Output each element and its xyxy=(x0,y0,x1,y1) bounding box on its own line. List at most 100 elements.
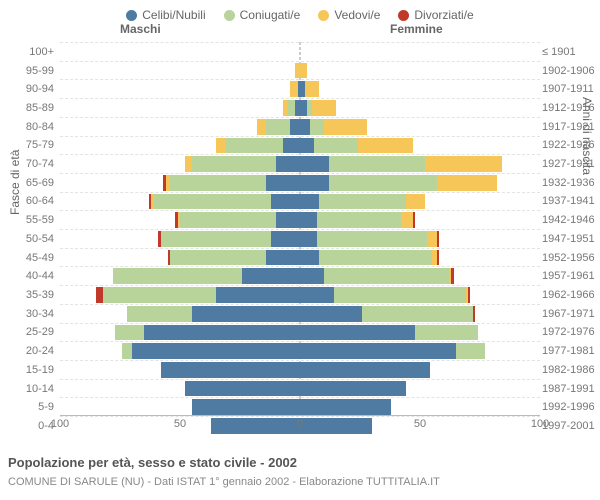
female-bar xyxy=(300,100,336,116)
segment-vedovi xyxy=(185,156,192,172)
age-row: 15-191982-1986 xyxy=(60,360,540,379)
age-label: 55-59 xyxy=(10,214,54,226)
segment-vedovi xyxy=(425,156,502,172)
segment-celibi xyxy=(132,343,300,359)
segment-celibi xyxy=(192,306,300,322)
segment-vedovi xyxy=(216,138,226,154)
age-row: 60-641937-1941 xyxy=(60,192,540,211)
segment-coniugati xyxy=(180,212,276,228)
segment-coniugati xyxy=(170,250,266,266)
female-bar xyxy=(300,268,454,284)
segment-vedovi xyxy=(300,63,307,79)
x-tick: 100 xyxy=(51,418,69,430)
segment-coniugati xyxy=(329,175,437,191)
female-bar xyxy=(300,194,425,210)
segment-coniugati xyxy=(122,343,132,359)
segment-celibi xyxy=(300,399,391,415)
age-label: 45-49 xyxy=(10,252,54,264)
segment-vedovi xyxy=(358,138,413,154)
age-row: 45-491952-1956 xyxy=(60,248,540,267)
legend-swatch xyxy=(318,10,329,21)
legend-item: Divorziati/e xyxy=(398,8,473,22)
legend-label: Divorziati/e xyxy=(414,8,473,22)
age-label: 40-44 xyxy=(10,270,54,282)
age-label: 70-74 xyxy=(10,158,54,170)
female-bar xyxy=(300,250,439,266)
segment-celibi xyxy=(300,119,310,135)
male-bar xyxy=(290,81,300,97)
year-label: 1987-1991 xyxy=(542,383,598,395)
age-label: 60-64 xyxy=(10,195,54,207)
age-label: 95-99 xyxy=(10,65,54,77)
age-row: 70-741927-1931 xyxy=(60,154,540,173)
male-bar xyxy=(175,212,300,228)
male-header: Maschi xyxy=(120,22,161,36)
segment-celibi xyxy=(266,175,300,191)
male-bar xyxy=(185,156,300,172)
age-row: 50-541947-1951 xyxy=(60,229,540,248)
segment-coniugati xyxy=(115,325,144,341)
segment-coniugati xyxy=(154,194,272,210)
male-bar xyxy=(149,194,300,210)
segment-celibi xyxy=(192,399,300,415)
segment-coniugati xyxy=(329,156,425,172)
chart-title: Popolazione per età, sesso e stato civil… xyxy=(8,455,297,470)
female-bar xyxy=(300,399,391,415)
age-row: 25-291972-1976 xyxy=(60,323,540,342)
segment-celibi xyxy=(271,194,300,210)
year-label: 1972-1976 xyxy=(542,326,598,338)
column-headers: Maschi Femmine xyxy=(0,22,600,40)
year-label: 1927-1931 xyxy=(542,158,598,170)
segment-vedovi xyxy=(427,231,437,247)
segment-celibi xyxy=(271,231,300,247)
segment-celibi xyxy=(300,250,319,266)
year-label: 1947-1951 xyxy=(542,233,598,245)
male-bar xyxy=(122,343,300,359)
legend-swatch xyxy=(126,10,137,21)
age-label: 15-19 xyxy=(10,364,54,376)
segment-celibi xyxy=(300,156,329,172)
year-label: 1942-1946 xyxy=(542,214,598,226)
age-row: 75-791922-1926 xyxy=(60,136,540,155)
age-row: 65-691932-1936 xyxy=(60,173,540,192)
segment-coniugati xyxy=(310,119,324,135)
legend-swatch xyxy=(398,10,409,21)
segment-celibi xyxy=(300,138,314,154)
female-bar xyxy=(300,63,307,79)
year-label: 1992-1996 xyxy=(542,401,598,413)
age-label: 75-79 xyxy=(10,139,54,151)
age-row: 40-441957-1961 xyxy=(60,266,540,285)
segment-celibi xyxy=(300,287,334,303)
plot-area: 100+≤ 190195-991902-190690-941907-191185… xyxy=(60,42,540,414)
male-bar xyxy=(257,119,300,135)
age-label: 100+ xyxy=(10,46,54,58)
segment-vedovi xyxy=(401,212,413,228)
segment-coniugati xyxy=(317,231,427,247)
male-bar xyxy=(96,287,300,303)
age-row: 90-941907-1911 xyxy=(60,79,540,98)
age-row: 30-341967-1971 xyxy=(60,304,540,323)
female-bar xyxy=(300,287,470,303)
age-label: 25-29 xyxy=(10,326,54,338)
year-label: 1952-1956 xyxy=(542,252,598,264)
male-bar xyxy=(115,325,300,341)
legend-item: Coniugati/e xyxy=(224,8,301,22)
segment-coniugati xyxy=(170,175,266,191)
year-label: 1937-1941 xyxy=(542,195,598,207)
segment-celibi xyxy=(300,231,317,247)
legend-item: Celibi/Nubili xyxy=(126,8,205,22)
segment-coniugati xyxy=(103,287,216,303)
segment-coniugati xyxy=(192,156,276,172)
female-bar xyxy=(300,343,485,359)
segment-vedovi xyxy=(305,81,319,97)
segment-coniugati xyxy=(314,138,357,154)
female-bar xyxy=(300,306,475,322)
female-bar xyxy=(300,175,497,191)
legend-label: Vedovi/e xyxy=(334,8,380,22)
female-bar xyxy=(300,81,319,97)
female-bar xyxy=(300,138,413,154)
segment-coniugati xyxy=(362,306,472,322)
male-bar xyxy=(185,381,300,397)
segment-divorziati xyxy=(437,231,439,247)
year-label: 1922-1926 xyxy=(542,139,598,151)
